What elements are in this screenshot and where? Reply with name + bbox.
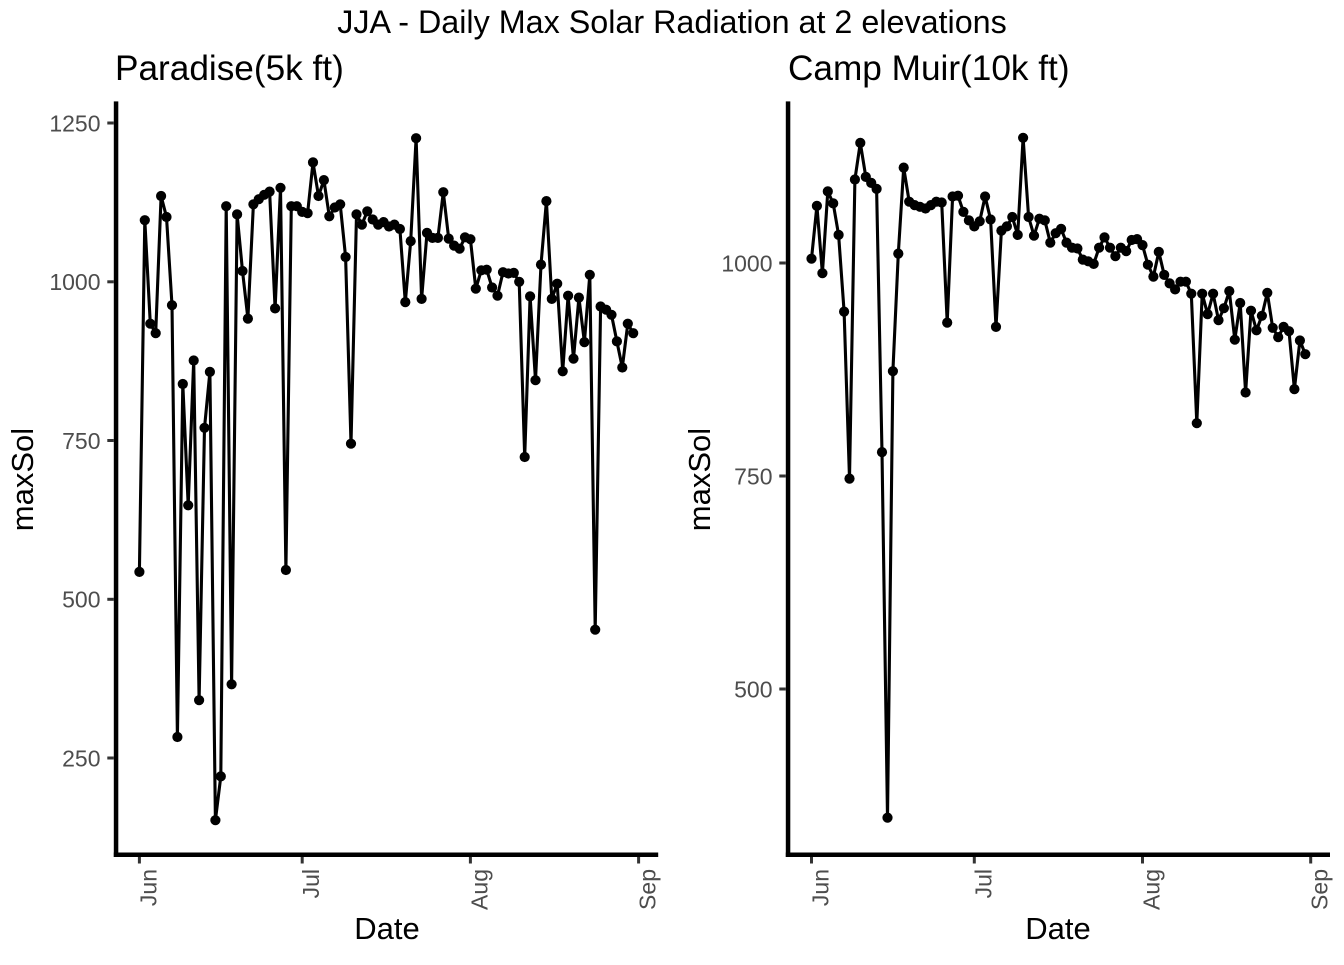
svg-text:1250: 1250 xyxy=(49,110,100,136)
svg-text:500: 500 xyxy=(734,676,772,702)
svg-text:750: 750 xyxy=(62,428,100,454)
svg-text:250: 250 xyxy=(62,745,100,771)
svg-text:Date: Date xyxy=(1025,911,1090,946)
svg-text:1000: 1000 xyxy=(721,250,772,276)
svg-text:Date: Date xyxy=(354,911,419,946)
svg-text:Paradise(5k ft): Paradise(5k ft) xyxy=(115,49,344,88)
svg-text:maxSol: maxSol xyxy=(5,428,40,531)
svg-text:maxSol: maxSol xyxy=(682,428,717,531)
svg-text:Sep: Sep xyxy=(1307,869,1333,910)
svg-text:Camp Muir(10k ft): Camp Muir(10k ft) xyxy=(788,49,1070,88)
svg-text:Aug: Aug xyxy=(1139,869,1165,910)
svg-text:JJA - Daily Max Solar Radiatio: JJA - Daily Max Solar Radiation at 2 ele… xyxy=(337,4,1007,40)
svg-text:Aug: Aug xyxy=(466,869,492,910)
svg-text:Sep: Sep xyxy=(635,869,661,910)
svg-text:Jul: Jul xyxy=(970,869,996,898)
svg-text:500: 500 xyxy=(62,587,100,613)
svg-text:Jun: Jun xyxy=(135,869,161,906)
svg-text:750: 750 xyxy=(734,463,772,489)
svg-text:1000: 1000 xyxy=(49,269,100,295)
svg-text:Jun: Jun xyxy=(808,869,834,906)
svg-text:Jul: Jul xyxy=(298,869,324,898)
